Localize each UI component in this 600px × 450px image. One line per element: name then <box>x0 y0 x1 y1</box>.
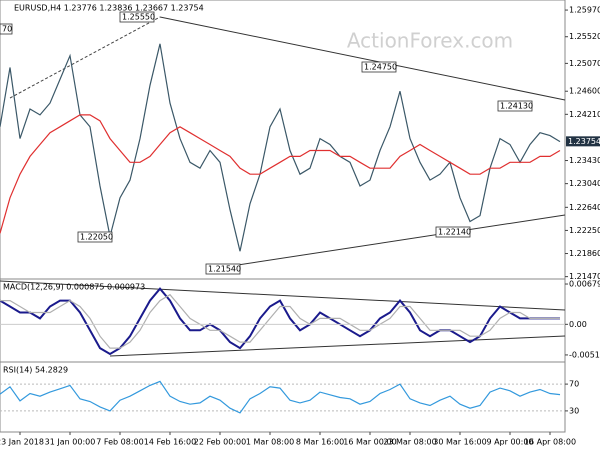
x-tick-label: 7 Feb 08:00 <box>96 438 143 447</box>
annotation-box <box>119 11 155 23</box>
x-tick-label: 9 Apr 00:00 <box>486 438 533 447</box>
x-tick-label: 22 Feb 00:00 <box>194 438 246 447</box>
x-tick-label: 23 Jan 2018 <box>0 438 44 447</box>
series-line <box>0 114 561 234</box>
annotation: 1.25550 <box>122 13 155 22</box>
y-tick-label: 30 <box>569 406 579 415</box>
annotation: 1.24750 <box>364 63 397 72</box>
last-price-label: 1.23754 <box>568 137 600 146</box>
x-tick-label: 23 Mar 08:00 <box>383 438 436 447</box>
y-tick-label: 1.22640 <box>569 203 600 212</box>
trendline <box>217 214 566 269</box>
annotation: 1.22050 <box>80 233 113 242</box>
trendline <box>9 16 161 99</box>
annotation-box <box>435 226 471 238</box>
annotation-box <box>77 231 113 243</box>
y-tick-label: 1.25970 <box>569 6 600 15</box>
macd-title: MACD(12,26,9) 0.000875 0.000973 <box>3 283 145 292</box>
frame <box>0 0 566 433</box>
x-tick-label: 30 Mar 16:00 <box>433 438 486 447</box>
annotation: 1.21540 <box>208 265 241 274</box>
annotation-box <box>361 61 397 73</box>
y-tick-label: 1.22250 <box>569 226 600 235</box>
annotation-box <box>497 100 533 112</box>
x-tick-label: 31 Jan 00:00 <box>45 438 96 447</box>
y-tick-label: 1.21470 <box>569 272 600 281</box>
x-tick-label: 16 Mar 00:00 <box>343 438 396 447</box>
series-line <box>0 380 561 414</box>
y-tick-label: 1.24600 <box>569 87 600 96</box>
series-line <box>0 287 560 356</box>
annotation: 70 <box>2 25 12 34</box>
x-tick-label: 1 Mar 08:00 <box>246 438 294 447</box>
last-price-box <box>566 136 600 147</box>
trendline <box>0 280 566 311</box>
annotation: 1.22140 <box>438 228 471 237</box>
y-tick-label: 0.006792 <box>569 280 600 289</box>
rsi-title: RSI(14) 54.2829 <box>3 366 68 375</box>
y-tick-label: -0.005157 <box>569 350 600 359</box>
y-tick-label: 70 <box>569 380 579 389</box>
annotation: 1.24130 <box>500 102 533 111</box>
y-tick-label: 1.25520 <box>569 32 600 41</box>
series-line <box>0 43 561 252</box>
y-tick-label: 1.21860 <box>569 249 600 258</box>
x-tick-label: 16 Apr 08:00 <box>524 438 576 447</box>
y-tick-label: 1.24210 <box>569 110 600 119</box>
x-tick-label: 8 Mar 16:00 <box>296 438 344 447</box>
y-tick-label: 1.23040 <box>569 179 600 188</box>
y-tick-label: 1.25070 <box>569 59 600 68</box>
chart-title: EURUSD,H4 1.23776 1.23836 1.23667 1.2375… <box>14 4 204 13</box>
watermark: ActionForex.com <box>347 29 513 53</box>
y-tick-label: 1.23430 <box>569 156 600 165</box>
trendline <box>109 335 566 357</box>
trendline <box>159 16 566 101</box>
y-tick-label: 0.00 <box>569 320 587 329</box>
x-tick-label: 14 Feb 16:00 <box>144 438 196 447</box>
annotation-box <box>205 263 241 275</box>
annotation-box <box>0 23 13 35</box>
